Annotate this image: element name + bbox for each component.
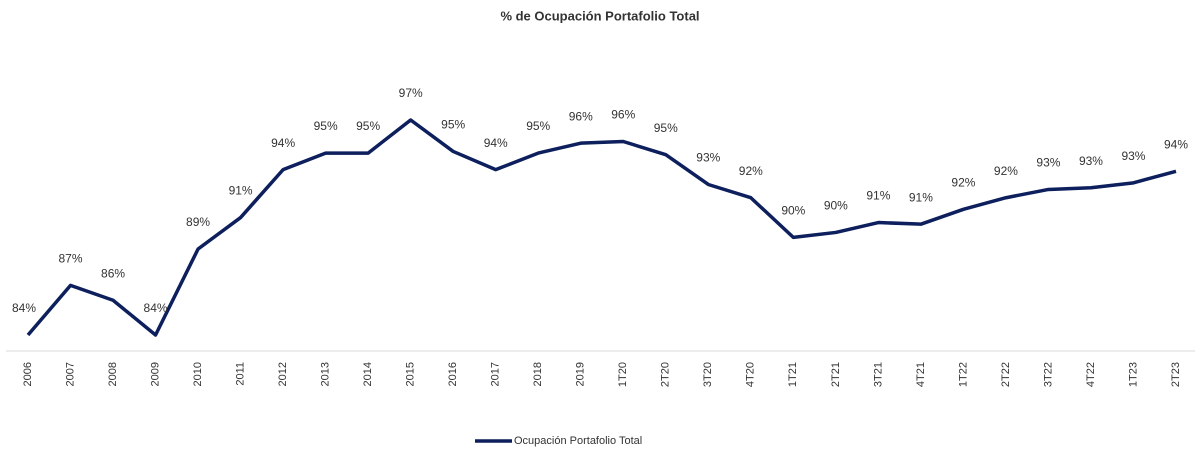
x-tick-label: 2015 [405, 362, 417, 386]
data-label: 96% [569, 109, 593, 123]
data-label: 95% [441, 118, 465, 132]
data-label: 93% [1036, 156, 1060, 170]
x-tick-label: 2T22 [1000, 362, 1012, 387]
data-label: 95% [356, 119, 380, 133]
data-label: 91% [909, 190, 933, 204]
x-tick-label: 3T21 [872, 362, 884, 387]
x-tick-label: 4T22 [1085, 362, 1097, 387]
x-tick-label: 2014 [362, 362, 374, 386]
x-tick-label: 2012 [277, 362, 289, 386]
data-label: 93% [1121, 149, 1145, 163]
data-label: 89% [186, 215, 210, 229]
data-label: 90% [824, 199, 848, 213]
data-label: 94% [1164, 137, 1188, 151]
x-tick-label: 4T21 [915, 362, 927, 387]
data-label: 93% [1079, 154, 1103, 168]
data-label: 84% [12, 301, 36, 315]
x-tick-label: 2006 [22, 362, 34, 386]
x-tick-label: 2018 [532, 362, 544, 386]
x-tick-label: 2017 [490, 362, 502, 386]
line [26, 118, 1177, 337]
data-label: 92% [739, 164, 763, 178]
data-label: 95% [314, 119, 338, 133]
data-label: 93% [696, 151, 720, 165]
x-tick-label: 3T22 [1042, 362, 1054, 387]
x-tick-label: 1T20 [617, 362, 629, 387]
x-tick-label: 1T21 [787, 362, 799, 387]
data-label: 95% [654, 121, 678, 135]
x-tick-label: 4T20 [745, 362, 757, 387]
data-label: 91% [229, 184, 253, 198]
x-tick-label: 2013 [320, 362, 332, 386]
x-tick-label: 2007 [64, 362, 76, 386]
data-label: 94% [484, 136, 508, 150]
data-label: 87% [59, 252, 83, 266]
x-tick-label: 2009 [149, 362, 161, 386]
x-tick-label: 2T23 [1170, 362, 1182, 387]
data-label: 92% [994, 164, 1018, 178]
legend-label: Ocupación Portafolio Total [514, 435, 642, 447]
chart-title: % de Ocupación Portafolio Total [500, 8, 699, 23]
x-tick-label: 1T22 [957, 362, 969, 387]
x-tick-label: 2008 [107, 362, 119, 386]
data-label: 94% [271, 136, 295, 150]
data-label: 90% [781, 204, 805, 218]
x-tick-label: 1T23 [1127, 362, 1139, 387]
x-tick-label: 2019 [575, 362, 587, 386]
x-tick-label: 2016 [447, 362, 459, 386]
x-tick-label: 3T20 [702, 362, 714, 387]
data-label: 86% [101, 266, 125, 280]
data-label: 92% [951, 175, 975, 189]
data-label: 96% [611, 108, 635, 122]
data-label: 91% [866, 189, 890, 203]
x-tick-label: 2011 [234, 362, 246, 386]
data-label: 97% [399, 86, 423, 100]
x-tick-label: 2T21 [830, 362, 842, 387]
data-label: 95% [526, 119, 550, 133]
x-tick-label: 2T20 [660, 362, 672, 387]
data-label: 84% [144, 301, 168, 315]
x-tick-label: 2010 [192, 362, 204, 386]
